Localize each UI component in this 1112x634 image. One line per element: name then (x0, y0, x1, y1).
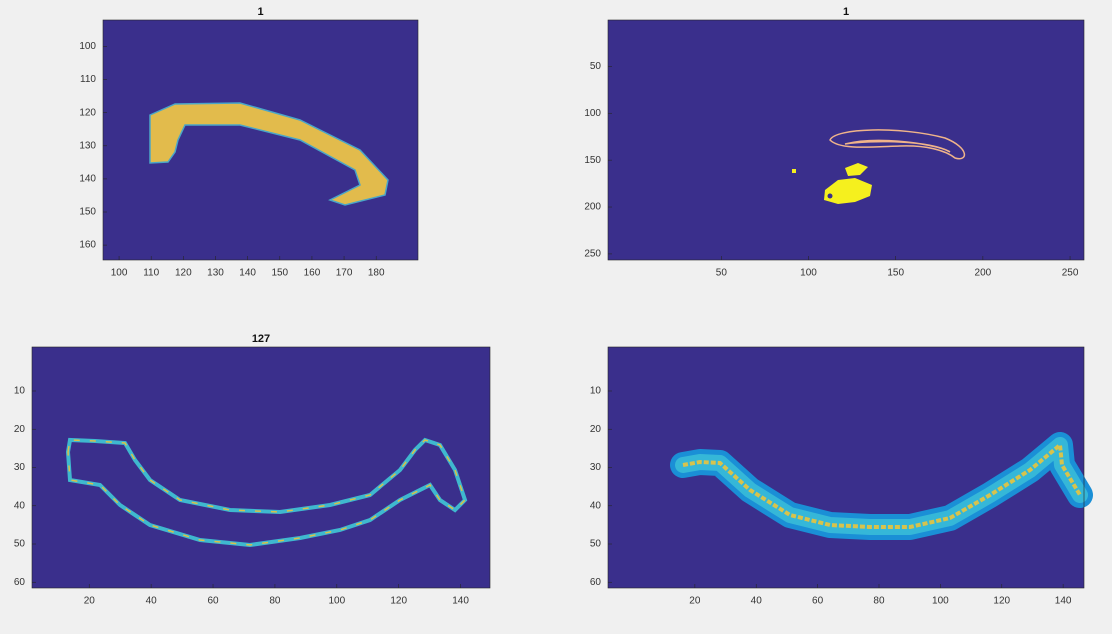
y-tick-label: 140 (79, 174, 96, 185)
axes-title: 1 (257, 6, 263, 18)
x-tick-label: 40 (751, 596, 763, 607)
x-tick-label: 250 (1062, 268, 1079, 279)
y-tick-label: 150 (584, 155, 601, 166)
image-background (608, 20, 1084, 260)
y-tick-label: 50 (590, 539, 602, 550)
blob (792, 169, 796, 173)
y-tick-label: 100 (79, 41, 96, 52)
x-tick-label: 140 (239, 268, 256, 279)
y-tick-label: 60 (590, 577, 602, 588)
x-tick-label: 100 (932, 596, 949, 607)
axes-title: 1 (843, 6, 849, 18)
axes-title: 127 (252, 333, 270, 345)
y-tick-label: 110 (80, 74, 96, 85)
y-tick-label: 50 (14, 539, 26, 550)
x-tick-label: 100 (111, 268, 128, 279)
y-tick-label: 20 (14, 424, 26, 435)
y-tick-label: 100 (584, 108, 601, 119)
x-tick-label: 170 (336, 268, 353, 279)
x-tick-label: 120 (175, 268, 192, 279)
hole (828, 194, 833, 199)
x-tick-label: 20 (84, 596, 96, 607)
y-tick-label: 200 (584, 202, 601, 213)
page: {"chart_data": [ {"type": "image", "titl… (0, 0, 1112, 634)
y-tick-label: 250 (584, 249, 601, 260)
x-tick-label: 60 (812, 596, 824, 607)
y-tick-label: 40 (14, 500, 26, 511)
x-tick-label: 120 (993, 596, 1010, 607)
x-tick-label: 130 (207, 268, 224, 279)
y-tick-label: 40 (590, 500, 602, 511)
x-tick-label: 100 (328, 596, 345, 607)
x-tick-label: 150 (271, 268, 288, 279)
x-tick-label: 80 (269, 596, 281, 607)
image-background (32, 347, 490, 588)
y-tick-label: 160 (79, 240, 96, 251)
x-tick-label: 180 (368, 268, 385, 279)
x-tick-label: 160 (304, 268, 321, 279)
y-tick-label: 30 (590, 462, 602, 473)
y-tick-label: 30 (14, 462, 26, 473)
y-tick-label: 20 (590, 424, 602, 435)
y-tick-label: 150 (79, 207, 96, 218)
x-tick-label: 140 (1055, 596, 1072, 607)
x-tick-label: 140 (452, 596, 469, 607)
y-tick-label: 10 (14, 386, 26, 397)
x-tick-label: 120 (390, 596, 407, 607)
figure: 1001101201301401501601701801001101201301… (0, 0, 1112, 634)
y-tick-label: 50 (590, 61, 602, 72)
y-tick-label: 120 (79, 107, 96, 118)
x-tick-label: 110 (143, 268, 159, 279)
x-tick-label: 150 (887, 268, 904, 279)
x-tick-label: 200 (975, 268, 992, 279)
y-tick-label: 60 (14, 577, 26, 588)
y-tick-label: 130 (79, 140, 96, 151)
y-tick-label: 10 (590, 386, 602, 397)
x-tick-label: 60 (207, 596, 219, 607)
x-tick-label: 20 (689, 596, 701, 607)
x-tick-label: 100 (800, 268, 817, 279)
x-tick-label: 50 (716, 268, 728, 279)
x-tick-label: 80 (873, 596, 885, 607)
x-tick-label: 40 (146, 596, 158, 607)
